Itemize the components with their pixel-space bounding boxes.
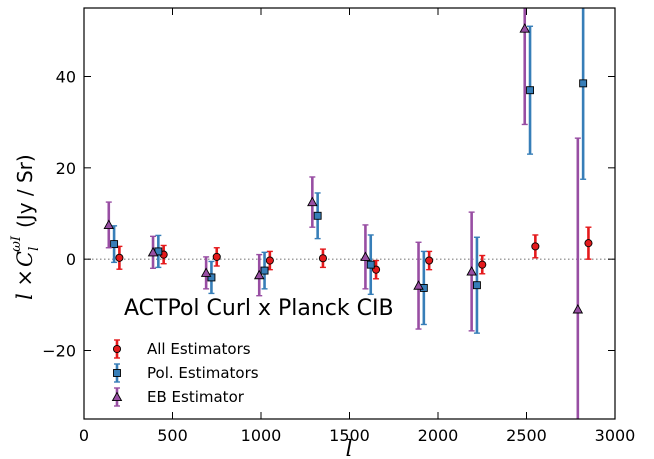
x-tick-label: 3000 xyxy=(595,426,636,445)
x-tick-label: 500 xyxy=(157,426,188,445)
y-axis-label: l × ClωI (Jy / Sr) xyxy=(9,154,42,300)
data-point xyxy=(253,269,265,280)
plot-area-background xyxy=(84,8,615,419)
legend-entry: EB Estimator xyxy=(111,387,245,407)
legend-marker xyxy=(113,369,121,377)
data-point xyxy=(584,239,593,248)
x-tick-label: 2500 xyxy=(506,426,547,445)
data-point xyxy=(531,242,540,251)
data-point xyxy=(318,254,328,263)
legend-label: Pol. Estimators xyxy=(147,364,259,382)
legend: All Estimators Pol. Estimators EB Estimato… xyxy=(111,339,259,407)
data-point xyxy=(212,252,221,261)
legend-marker xyxy=(112,344,122,354)
data-point xyxy=(466,266,477,276)
data-series xyxy=(103,8,593,419)
data-point xyxy=(313,211,322,220)
y-tick-label: −20 xyxy=(42,342,76,361)
y-axis-label-unit: (Jy / Sr) xyxy=(13,154,37,228)
data-point xyxy=(260,266,269,275)
data-point xyxy=(103,219,115,229)
data-point xyxy=(307,196,318,207)
data-point xyxy=(207,273,216,282)
data-point xyxy=(110,240,119,249)
legend-label: All Estimators xyxy=(147,340,251,358)
data-point xyxy=(360,251,371,261)
y-axis-label-symbol: C xyxy=(13,251,37,267)
series-eb-estimator xyxy=(103,8,584,419)
y-axis-label-prefix: l × xyxy=(13,269,37,300)
data-point xyxy=(579,79,588,88)
y-tick-label: 40 xyxy=(56,68,76,87)
x-tick-label: 1000 xyxy=(241,426,282,445)
x-axis-tick-labels: 0 500 1000 1500 2000 2500 3000 xyxy=(79,426,635,445)
data-point xyxy=(472,281,481,290)
y-axis-ticks xyxy=(84,76,615,351)
data-point xyxy=(425,256,434,265)
chart-annotation: ACTPol Curl x Planck CIB xyxy=(124,296,394,321)
data-point xyxy=(366,260,375,269)
data-point xyxy=(526,86,534,95)
y-axis-tick-labels: −20 0 20 40 xyxy=(42,68,76,361)
data-point xyxy=(200,267,212,277)
legend-label: EB Estimator xyxy=(147,388,245,406)
data-point xyxy=(147,246,159,257)
legend-entry: All Estimators xyxy=(112,339,251,359)
y-tick-label: 20 xyxy=(56,159,76,178)
y-axis-label-superscript: ωI xyxy=(9,235,24,252)
data-point xyxy=(519,23,530,33)
x-axis-label: l xyxy=(345,437,352,459)
x-tick-label: 0 xyxy=(79,426,89,445)
x-tick-label: 1500 xyxy=(329,426,370,445)
legend-marker xyxy=(111,391,123,402)
data-point xyxy=(478,260,487,269)
y-axis-label-subscript: l xyxy=(27,247,42,251)
plot-frame xyxy=(83,7,616,420)
x-tick-label: 2000 xyxy=(418,426,459,445)
data-point xyxy=(265,256,274,265)
series-pol-estimators xyxy=(110,8,588,334)
data-point xyxy=(115,253,124,262)
data-point xyxy=(572,303,584,314)
data-point xyxy=(413,280,424,290)
y-tick-label: 0 xyxy=(66,250,76,269)
series-all-estimators xyxy=(115,226,593,280)
legend-entry: Pol. Estimators xyxy=(113,363,259,383)
